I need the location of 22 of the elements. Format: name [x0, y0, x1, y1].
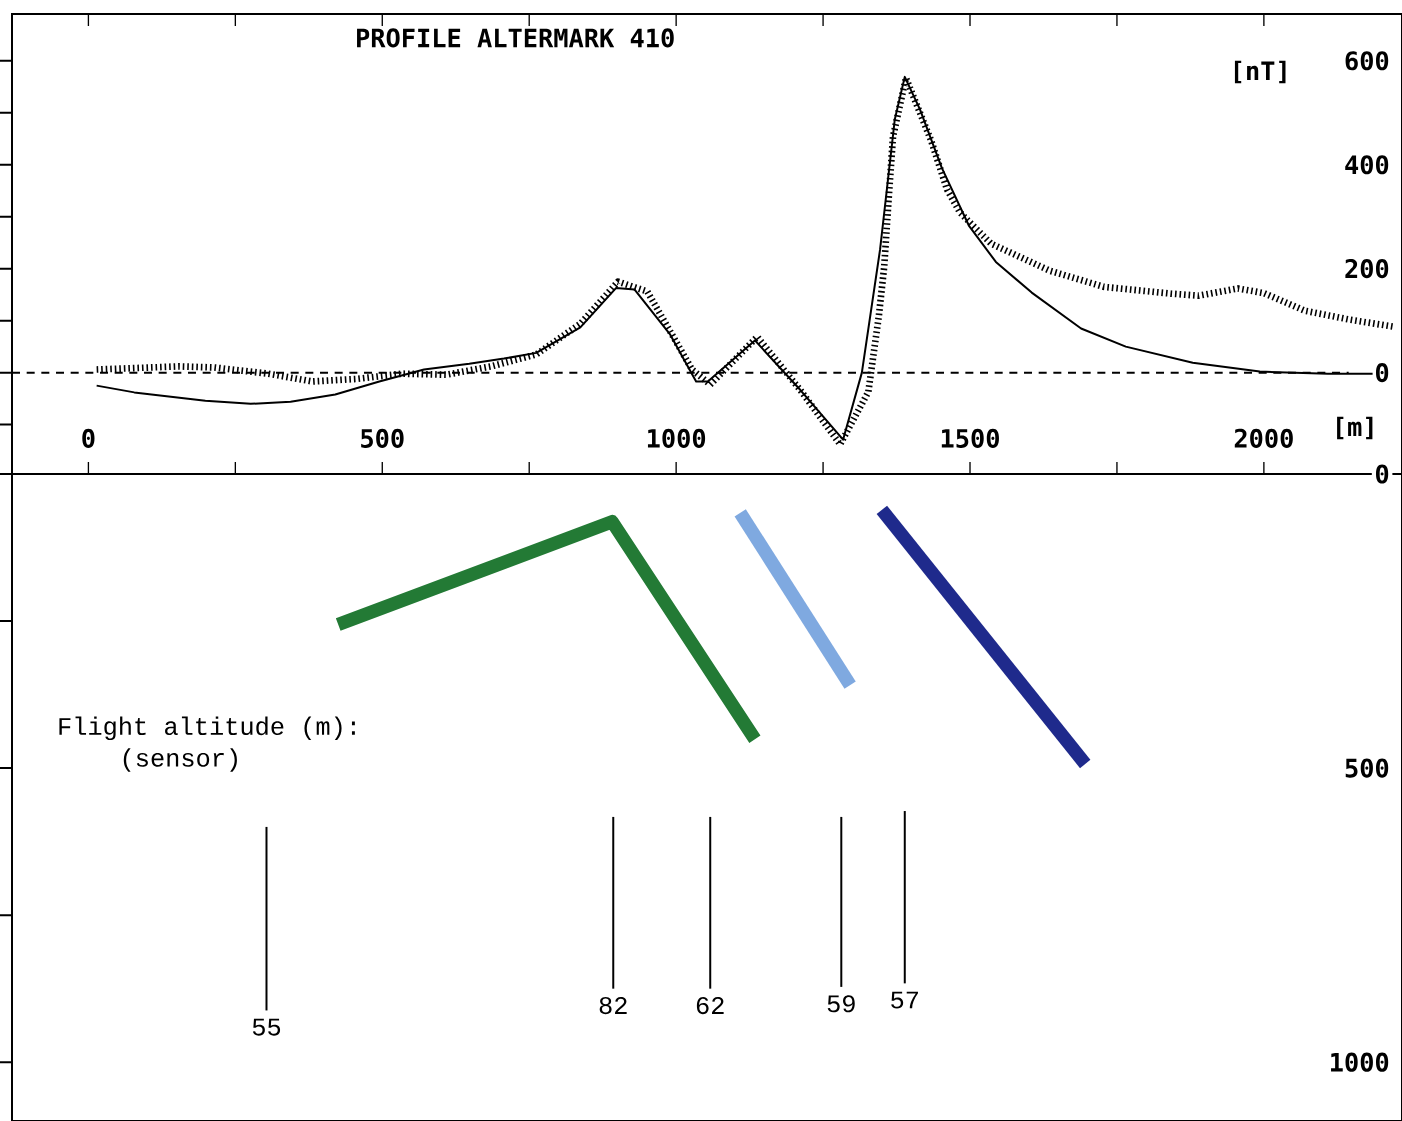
y-tick-label: 500	[1345, 758, 1389, 778]
y-tick-label: 400	[1345, 155, 1389, 175]
series-label: 55	[252, 1018, 281, 1036]
x-tick-label: 1500	[941, 428, 999, 448]
x-tick-label: 2000	[1234, 428, 1293, 448]
annotation: Flight altitude (m):	[59, 716, 355, 741]
y-axis-title: [nT]	[1234, 60, 1286, 84]
chart-title: PROFILE ALTERMARK 410	[357, 28, 674, 48]
x-tick-label: 1000	[647, 428, 706, 448]
annotation: (sensor)	[123, 748, 237, 772]
y-tick-label: 200	[1345, 259, 1389, 279]
y-tick-label: 600	[1345, 51, 1389, 71]
x-tick-label: 0	[82, 428, 95, 448]
y-tick-label: 0	[1376, 464, 1389, 484]
x-tick-label: 500	[361, 428, 404, 448]
y-tick-label: 0	[1376, 363, 1389, 383]
series-label: 62	[696, 996, 724, 1015]
x-axis-title: [m]	[1337, 416, 1373, 440]
y-tick-label: 1000	[1331, 1052, 1389, 1072]
series-label: 59	[827, 995, 855, 1013]
series-label: 82	[599, 996, 627, 1015]
series-label: 57	[891, 991, 918, 1009]
